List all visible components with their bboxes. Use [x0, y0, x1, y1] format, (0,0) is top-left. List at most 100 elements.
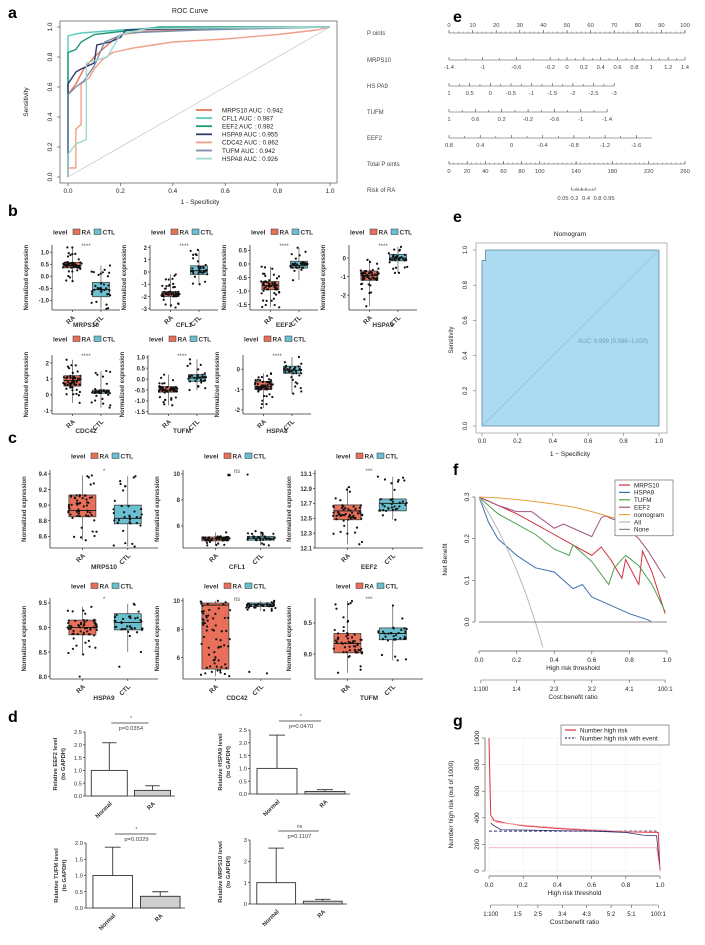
- cost-tick-label: 4:1: [625, 687, 634, 693]
- data-point: [347, 508, 350, 511]
- data-point: [194, 253, 197, 256]
- diagonal-reference: [67, 26, 331, 178]
- data-point: [194, 380, 197, 383]
- data-point: [223, 538, 226, 541]
- bar-chart-3: 0 1 2 3 Relative MRPS10 level (to GAPDH) Norma…: [218, 824, 347, 928]
- data-point: [67, 503, 71, 507]
- data-point: [66, 626, 69, 629]
- decision-curve-chart: 0.0 0.2 0.4 0.6 0.8 1.0 0.0 0.1 0.2 0.3 High risk …: [442, 479, 674, 701]
- data-point: [77, 512, 81, 515]
- data-point: [71, 632, 74, 636]
- data-point: [214, 612, 217, 615]
- data-point: [299, 386, 302, 390]
- data-point: [367, 272, 370, 275]
- data-point: [367, 283, 370, 286]
- data-point: [332, 532, 335, 535]
- data-point: [94, 399, 97, 402]
- data-point: [393, 488, 396, 491]
- data-point: [171, 277, 174, 280]
- significance-label: *: [103, 597, 106, 603]
- panel-letter: b: [8, 203, 18, 220]
- data-point: [76, 370, 79, 373]
- data-point: [260, 406, 263, 409]
- y-tick-label: 0.5: [239, 249, 248, 255]
- data-point: [173, 388, 176, 391]
- data-point: [363, 269, 367, 273]
- data-point: [79, 623, 83, 626]
- x-tick-label: RA: [161, 418, 173, 430]
- data-point: [174, 290, 177, 294]
- data-point: [174, 396, 177, 399]
- x-tick-label: 0.4: [549, 439, 558, 445]
- y-tick-label: 2.5: [239, 728, 247, 734]
- data-point: [169, 290, 172, 293]
- data-point: [96, 373, 99, 376]
- data-point: [64, 382, 67, 385]
- data-point: [202, 375, 206, 378]
- data-point: [205, 616, 208, 619]
- data-point: [375, 262, 379, 265]
- data-point: [405, 501, 408, 504]
- data-point: [391, 258, 394, 261]
- data-point: [159, 387, 162, 390]
- data-point: [394, 634, 398, 637]
- x-tick-label: 0.6: [587, 882, 596, 889]
- data-point: [202, 612, 205, 615]
- data-point: [213, 662, 216, 665]
- data-point: [293, 366, 297, 369]
- data-point: [288, 368, 291, 371]
- boxplot-tufm: 9.0 9.5 Normalized expression RA CTL *** TUFM l…: [287, 582, 423, 702]
- data-point: [135, 516, 138, 519]
- data-point: [262, 299, 265, 302]
- data-point: [248, 670, 251, 673]
- tick-label: 90: [658, 23, 664, 29]
- y-axis-label: Normalized expression: [287, 476, 293, 542]
- tick-label: 0.6: [471, 117, 479, 123]
- y-tick-label: -1.0: [135, 399, 146, 405]
- data-point: [188, 380, 192, 383]
- data-point: [118, 665, 121, 668]
- p-value: p=0.0354: [119, 726, 144, 732]
- data-point: [99, 282, 103, 285]
- x-tick-label: RA: [75, 683, 87, 695]
- data-point: [128, 518, 132, 521]
- data-point: [83, 620, 86, 624]
- legend-title: level: [204, 454, 219, 461]
- data-point: [268, 393, 271, 396]
- data-point: [344, 507, 347, 510]
- data-point: [166, 390, 169, 393]
- y-tick-label: 0: [144, 270, 148, 276]
- x-tick-label: 0.8: [619, 439, 628, 445]
- data-point: [392, 627, 395, 630]
- y-tick-label: 0.0: [239, 262, 248, 268]
- data-point: [332, 511, 335, 514]
- data-point: [75, 494, 78, 497]
- data-point: [94, 389, 97, 392]
- data-point: [296, 382, 299, 385]
- gene-title: CFL1: [229, 564, 246, 571]
- data-point: [202, 635, 206, 639]
- legend-swatch-ctl: [291, 228, 300, 235]
- data-point: [66, 380, 69, 384]
- data-point: [384, 509, 388, 513]
- y-axis-label: Normalized expression: [215, 351, 221, 417]
- data-point: [403, 253, 406, 256]
- data-point: [363, 298, 366, 301]
- data-point: [262, 609, 266, 612]
- x-tick-label: RA: [147, 801, 158, 812]
- data-point: [69, 264, 72, 267]
- legend-label: CTL: [121, 584, 134, 591]
- data-point: [79, 261, 82, 264]
- data-point: [291, 279, 295, 282]
- data-point: [197, 267, 200, 270]
- data-point: [217, 659, 220, 662]
- y-tick-label: 8: [177, 628, 181, 634]
- tick-label: 100: [680, 23, 690, 29]
- data-point: [117, 519, 121, 522]
- data-point: [76, 514, 79, 517]
- data-point: [402, 257, 405, 261]
- y-axis-label: Sensitivity: [23, 87, 30, 117]
- data-point: [266, 602, 269, 605]
- data-point: [271, 383, 274, 386]
- data-point: [271, 267, 274, 270]
